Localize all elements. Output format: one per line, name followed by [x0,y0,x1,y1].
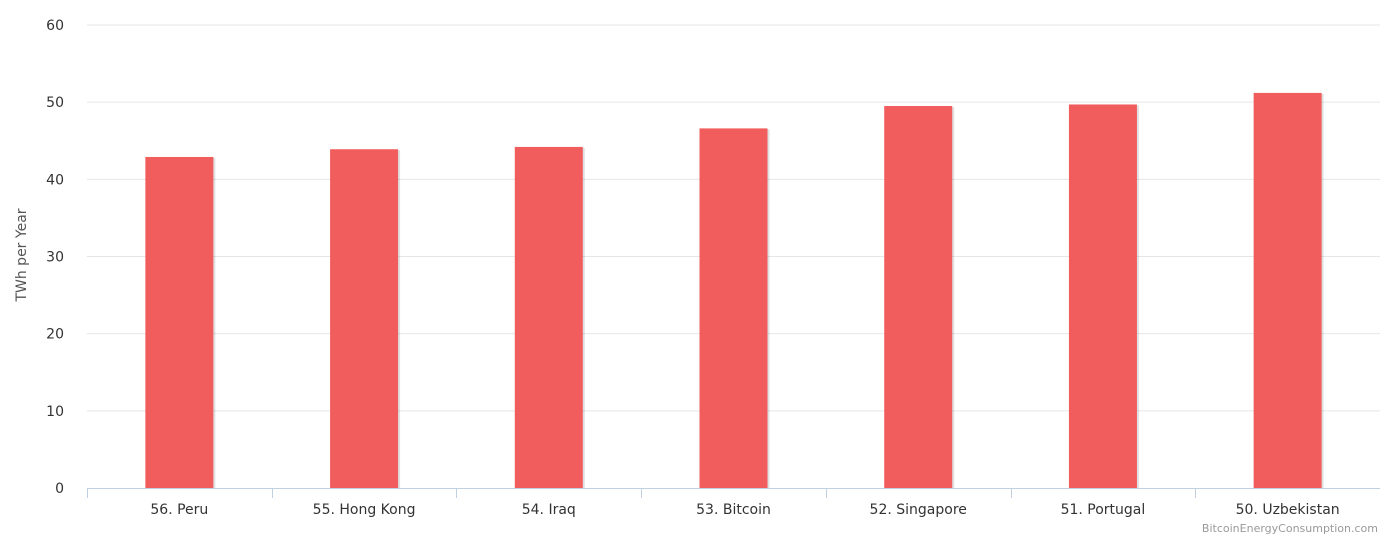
x-tick-label: 52. Singapore [870,502,967,518]
bar [699,128,768,489]
x-tick-label: 50. Uzbekistan [1236,502,1340,518]
y-tick-label: 20 [46,327,64,343]
bar [884,106,953,489]
bar [1253,92,1322,488]
x-tick-label: 54. Iraq [522,502,576,518]
y-tick-label: 60 [46,18,64,34]
x-axis-labels: 56. Peru 55. Hong Kong 54. Iraq 53. Bitcoin… [150,502,1339,518]
x-tick-label: 55. Hong Kong [313,502,416,518]
y-axis-ticks: 0 10 20 30 40 50 60 [46,18,64,497]
y-tick-label: 30 [46,250,64,266]
y-tick-label: 50 [46,95,64,111]
y-axis-title: TWh per Year [14,208,30,302]
y-tick-label: 40 [46,172,64,188]
x-tick-label: 53. Bitcoin [696,502,771,518]
y-tick-label: 10 [46,404,64,420]
bar [145,156,214,488]
bar [514,146,583,488]
x-tick-label: 51. Portugal [1061,502,1146,518]
bars [145,92,1324,489]
y-tick-label: 0 [55,481,64,497]
credit-label: BitcoinEnergyConsumption.com [1202,522,1378,535]
x-axis [87,488,1380,498]
bar [1068,104,1137,489]
x-tick-label: 56. Peru [150,502,208,518]
bar [330,149,399,488]
